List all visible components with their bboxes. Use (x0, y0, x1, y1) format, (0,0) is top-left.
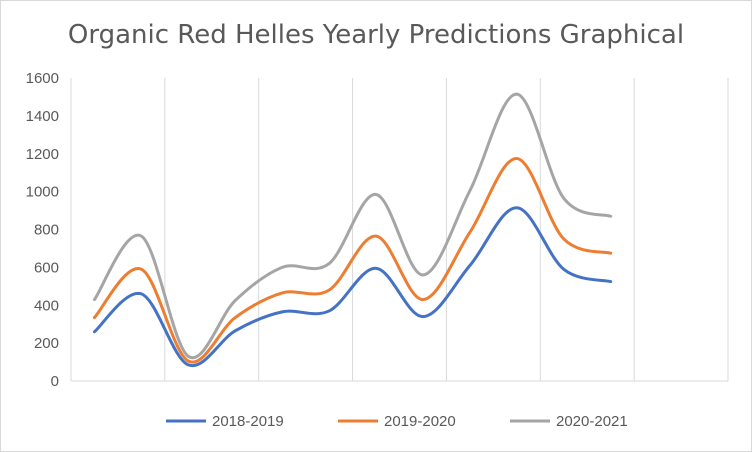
y-tick-label: 400 (34, 297, 59, 314)
y-tick-label: 1400 (26, 108, 59, 125)
y-tick-label: 1200 (26, 146, 59, 163)
y-tick-label: 200 (34, 335, 59, 352)
series-line-2018-2019 (92, 206, 613, 368)
legend-label: 2018-2019 (212, 413, 284, 430)
y-tick-label: 1600 (26, 70, 59, 87)
y-tick-label: 0 (51, 373, 59, 390)
y-tick-label: 800 (34, 222, 59, 239)
chart-title: Organic Red Helles Yearly Predictions Gr… (67, 20, 685, 50)
legend-label: 2019-2020 (384, 413, 456, 430)
series-line-2019-2020 (92, 156, 613, 364)
gridlines (164, 78, 729, 381)
axes (70, 78, 728, 382)
y-tick-label: 1000 (26, 184, 59, 201)
legend: 2018-2019 2019-2020 2020-2021 (166, 413, 628, 430)
series-line-2020-2021 (92, 92, 613, 360)
y-tick-labels: 0 200 400 600 800 1000 1200 1400 1600 (26, 70, 59, 390)
legend-label: 2020-2021 (556, 413, 628, 430)
y-tick-label: 600 (34, 259, 59, 276)
series-lines (92, 92, 613, 368)
